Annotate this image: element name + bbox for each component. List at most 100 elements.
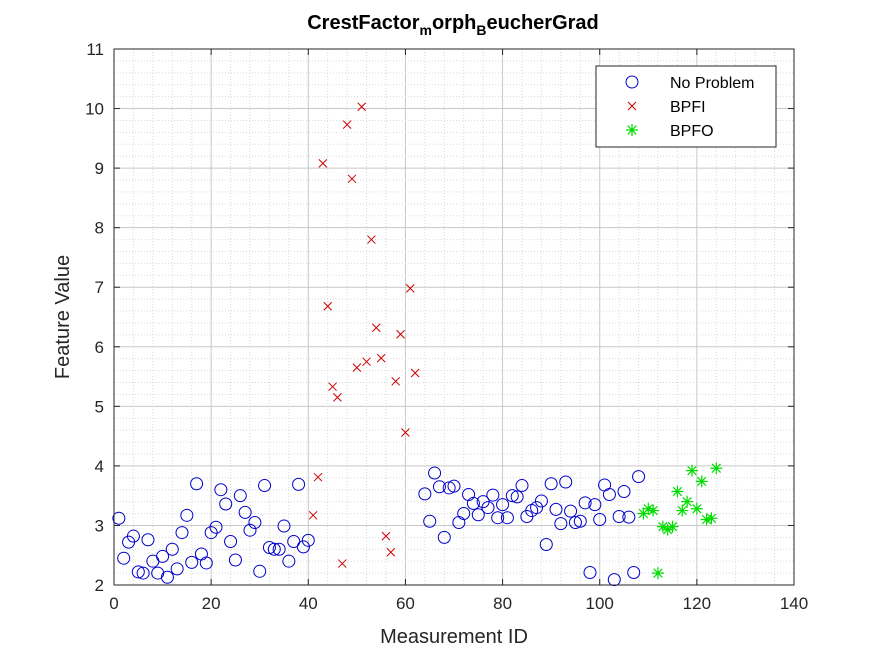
chart-title: CrestFactormorphBeucherGrad <box>307 12 599 38</box>
y-tick-label: 5 <box>95 397 104 416</box>
point-no-problem <box>160 570 174 584</box>
point-no-problem <box>539 538 553 552</box>
point-bpfo <box>671 485 684 498</box>
legend-label-no-problem: No Problem <box>670 75 754 92</box>
legend-marker-no-problem <box>625 75 639 89</box>
x-axis-label: Measurement ID <box>380 626 528 648</box>
point-no-problem <box>112 511 126 525</box>
point-no-problem <box>559 475 573 489</box>
point-no-problem <box>593 512 607 526</box>
point-no-problem <box>573 514 587 528</box>
point-no-problem <box>588 498 602 512</box>
y-tick-label: 7 <box>95 278 104 297</box>
point-no-problem <box>209 520 223 534</box>
point-no-problem <box>627 565 641 579</box>
x-tick-label: 40 <box>299 594 318 613</box>
point-no-problem <box>214 483 228 497</box>
y-tick-label: 3 <box>95 516 104 535</box>
point-bpfi <box>381 531 391 541</box>
point-no-problem <box>423 514 437 528</box>
point-bpfi <box>323 301 333 311</box>
point-bpfi <box>367 235 376 244</box>
point-no-problem <box>243 523 257 537</box>
x-tick-label: 0 <box>109 594 118 613</box>
point-no-problem <box>607 573 621 587</box>
point-no-problem <box>554 517 568 531</box>
legend-entry-no-problem: No Problem <box>625 75 754 92</box>
point-no-problem <box>491 511 505 525</box>
point-bpfo <box>690 502 703 515</box>
point-bpfi <box>347 174 357 184</box>
point-no-problem <box>617 484 631 498</box>
point-no-problem <box>258 479 272 493</box>
y-tick-label: 4 <box>95 457 104 476</box>
point-bpfo <box>676 504 689 517</box>
point-no-problem <box>500 511 514 525</box>
point-no-problem <box>418 487 432 501</box>
point-no-problem <box>632 470 646 484</box>
plot-frame <box>113 48 795 586</box>
point-bpfi <box>401 428 410 437</box>
point-bpfi <box>342 120 352 129</box>
point-no-problem <box>165 542 179 556</box>
point-no-problem <box>141 533 155 547</box>
point-bpfo <box>705 512 718 525</box>
legend: No Problem BPFI BPFO <box>595 65 777 148</box>
point-no-problem <box>126 529 140 543</box>
point-no-problem <box>530 501 544 515</box>
point-no-problem <box>457 507 471 521</box>
point-no-problem <box>622 510 636 524</box>
point-no-problem <box>471 508 485 522</box>
point-no-problem <box>466 496 480 510</box>
point-no-problem <box>292 477 306 491</box>
x-tick-label: 20 <box>202 594 221 613</box>
point-no-problem <box>301 533 315 547</box>
title-segment: CrestFactor <box>307 12 419 34</box>
point-bpfo <box>681 495 694 508</box>
point-no-problem <box>180 508 194 522</box>
point-bpfo <box>710 462 723 475</box>
point-no-problem <box>204 526 218 540</box>
title-segment: orph <box>432 12 476 34</box>
point-no-problem <box>544 477 558 491</box>
y-tick-label: 8 <box>95 219 104 238</box>
point-no-problem <box>136 566 150 580</box>
point-no-problem <box>578 496 592 510</box>
point-no-problem <box>117 551 131 565</box>
point-no-problem <box>602 487 616 501</box>
point-no-problem <box>219 497 233 511</box>
point-bpfi <box>362 357 371 367</box>
point-no-problem <box>568 515 582 529</box>
y-tick-label: 9 <box>95 159 104 178</box>
point-no-problem <box>267 542 281 556</box>
point-bpfo <box>637 507 650 520</box>
point-bpfi <box>318 158 328 168</box>
point-no-problem <box>287 535 301 549</box>
point-bpfi <box>391 376 401 386</box>
series-bpfi <box>308 102 420 568</box>
point-bpfo <box>695 475 708 488</box>
point-no-problem <box>170 562 184 576</box>
point-no-problem <box>515 479 529 493</box>
point-bpfi <box>333 393 342 402</box>
legend-marker-bpfi <box>627 101 637 111</box>
grid <box>113 48 795 586</box>
legend-label-bpfo: BPFO <box>670 123 714 140</box>
point-no-problem <box>156 549 170 563</box>
point-no-problem <box>190 477 204 491</box>
point-bpfi <box>328 382 337 392</box>
legend-label-bpfi: BPFI <box>670 99 706 116</box>
y-tick-label: 2 <box>95 576 104 595</box>
y-axis-label: Feature Value <box>52 255 74 379</box>
point-no-problem <box>296 540 310 554</box>
point-no-problem <box>199 556 213 570</box>
point-bpfi <box>357 102 367 112</box>
point-no-problem <box>185 555 199 569</box>
point-bpfo <box>652 567 664 580</box>
x-tick-label: 60 <box>396 594 415 613</box>
point-bpfi <box>405 284 415 293</box>
point-no-problem <box>248 515 262 529</box>
point-no-problem <box>486 488 500 502</box>
legend-entry-bpfi: BPFI <box>627 99 706 116</box>
